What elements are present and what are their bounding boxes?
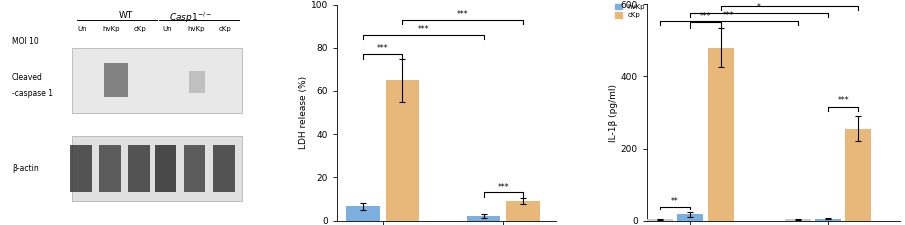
Bar	[785, 219, 811, 220]
Bar	[72, 48, 242, 112]
Bar	[845, 129, 872, 220]
Text: ***: ***	[784, 0, 795, 4]
Text: *: *	[757, 3, 761, 12]
Text: $\it{Casp1}^{-/-}$: $\it{Casp1}^{-/-}$	[169, 11, 213, 25]
Text: Un: Un	[77, 26, 87, 32]
Bar	[99, 145, 120, 192]
Bar	[347, 207, 379, 220]
Text: ***: ***	[498, 183, 510, 192]
Bar	[188, 72, 205, 93]
Bar	[386, 80, 419, 220]
Bar	[70, 145, 91, 192]
Y-axis label: LDH release (%): LDH release (%)	[300, 76, 308, 149]
Bar	[815, 219, 841, 220]
Text: MOI 10: MOI 10	[12, 37, 39, 46]
Bar	[677, 214, 703, 220]
Text: cKp: cKp	[134, 26, 147, 32]
Text: hvKp: hvKp	[102, 26, 119, 32]
Bar	[184, 145, 205, 192]
Text: -caspase 1: -caspase 1	[12, 89, 52, 98]
Bar	[213, 145, 234, 192]
Bar	[507, 201, 539, 220]
Bar	[155, 145, 176, 192]
Bar	[647, 219, 673, 220]
Bar	[467, 216, 500, 220]
Text: ***: ***	[376, 44, 388, 53]
Text: **: **	[672, 197, 679, 206]
Text: cKp: cKp	[218, 26, 232, 32]
Bar	[72, 136, 242, 201]
Text: Cleaved: Cleaved	[12, 73, 43, 82]
Text: ***: ***	[723, 11, 735, 20]
Legend: hvKp, cKp: hvKp, cKp	[615, 4, 644, 18]
Bar	[708, 48, 734, 220]
Text: ***: ***	[837, 96, 849, 105]
Text: ***: ***	[417, 25, 429, 34]
Bar	[104, 63, 128, 97]
Y-axis label: IL-1β (pg/ml): IL-1β (pg/ml)	[609, 83, 618, 142]
Text: WT: WT	[119, 11, 133, 20]
Text: ***: ***	[457, 10, 469, 19]
Text: ***: ***	[700, 12, 711, 21]
Text: hvKp: hvKp	[187, 26, 205, 32]
Text: β-actin: β-actin	[12, 164, 39, 173]
Text: Un: Un	[162, 26, 172, 32]
Bar	[128, 145, 150, 192]
